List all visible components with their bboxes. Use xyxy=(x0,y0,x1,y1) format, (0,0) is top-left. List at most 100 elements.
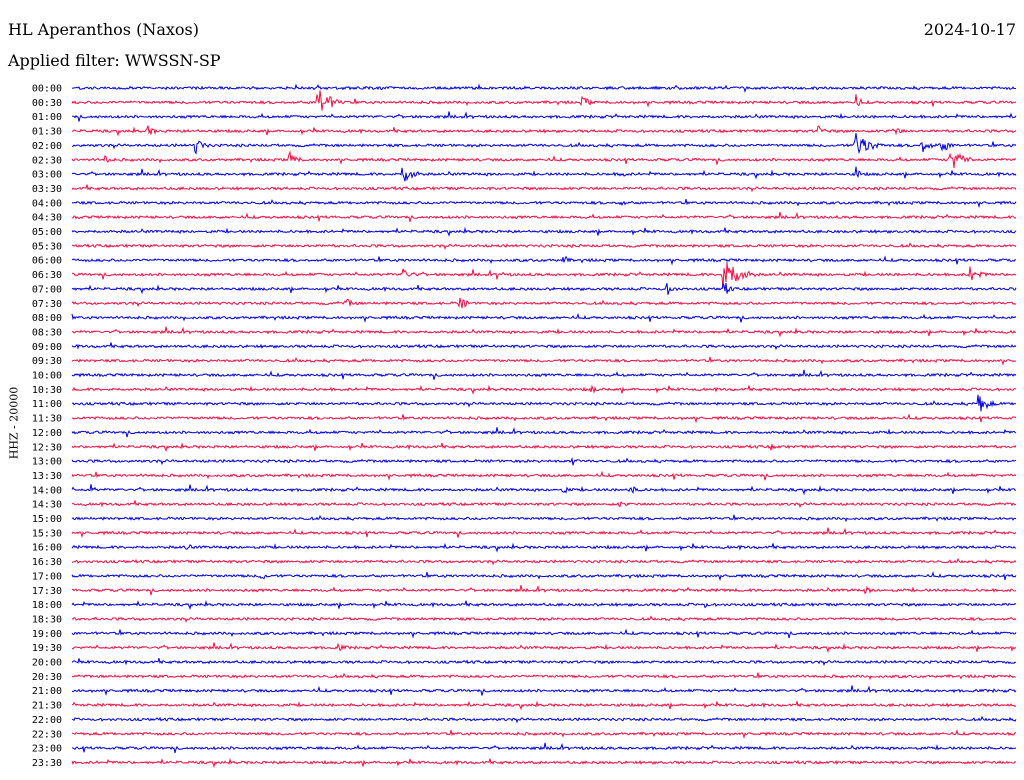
trace-1930 xyxy=(71,642,1017,654)
trace-1630 xyxy=(71,557,1017,566)
time-tick-label: 20:30 xyxy=(32,672,62,683)
time-tick-label: 18:00 xyxy=(32,600,62,611)
trace-1730 xyxy=(71,584,1017,596)
trace-2000 xyxy=(71,658,1017,666)
trace-0230 xyxy=(71,150,1017,169)
trace-0800 xyxy=(71,312,1017,323)
trace-1430 xyxy=(71,500,1017,509)
trace-2230 xyxy=(71,728,1017,740)
time-tick-label: 19:30 xyxy=(32,643,62,654)
time-tick-label: 15:30 xyxy=(32,528,62,539)
time-tick-label: 01:00 xyxy=(32,112,62,123)
trace-1100 xyxy=(71,394,1017,412)
time-tick-label: 00:30 xyxy=(32,98,62,109)
trace-0830 xyxy=(71,326,1017,338)
trace-1830 xyxy=(71,615,1017,623)
time-tick-label: 07:30 xyxy=(32,299,62,310)
trace-1300 xyxy=(71,456,1017,466)
time-tick-label: 18:30 xyxy=(32,614,62,625)
time-tick-label: 06:30 xyxy=(32,270,62,281)
time-tick-label: 06:00 xyxy=(32,256,62,267)
time-tick-label: 13:00 xyxy=(32,457,62,468)
trace-0430 xyxy=(71,211,1017,223)
time-tick-label: 14:00 xyxy=(32,485,62,496)
time-tick-label: 05:30 xyxy=(32,241,62,252)
trace-0200 xyxy=(71,133,1017,155)
time-tick-label: 16:00 xyxy=(32,543,62,554)
trace-0700 xyxy=(71,282,1017,295)
trace-1500 xyxy=(71,514,1017,523)
trace-0630 xyxy=(71,262,1017,289)
time-tick-label: 17:30 xyxy=(32,586,62,597)
trace-0900 xyxy=(71,342,1017,351)
time-tick-label: 03:30 xyxy=(32,184,62,195)
time-tick-label: 12:30 xyxy=(32,442,62,453)
time-tick-label: 04:00 xyxy=(32,198,62,209)
trace-0000 xyxy=(71,83,1017,93)
trace-2130 xyxy=(71,700,1017,711)
time-tick-label: 04:30 xyxy=(32,213,62,224)
time-tick-label: 08:30 xyxy=(32,327,62,338)
time-tick-label: 20:00 xyxy=(32,658,62,669)
time-tick-label: 09:30 xyxy=(32,356,62,367)
trace-2100 xyxy=(71,685,1017,696)
time-tick-label: 00:00 xyxy=(32,84,62,95)
trace-1030 xyxy=(71,384,1017,395)
trace-1530 xyxy=(71,527,1017,539)
time-tick-label: 11:00 xyxy=(32,399,62,410)
trace-1400 xyxy=(71,484,1017,496)
trace-1700 xyxy=(71,571,1017,582)
time-tick-label: 16:30 xyxy=(32,557,62,568)
trace-0600 xyxy=(71,255,1017,266)
trace-1200 xyxy=(71,427,1017,438)
trace-2300 xyxy=(71,742,1017,753)
trace-0500 xyxy=(71,226,1017,237)
time-tick-label: 17:00 xyxy=(32,571,62,582)
trace-0100 xyxy=(71,111,1017,122)
time-tick-label: 11:30 xyxy=(32,414,62,425)
time-tick-label: 21:00 xyxy=(32,686,62,697)
time-tick-label: 01:30 xyxy=(32,127,62,138)
trace-1000 xyxy=(71,369,1017,380)
time-tick-label: 22:00 xyxy=(32,715,62,726)
time-tick-label: 13:30 xyxy=(32,471,62,482)
trace-2200 xyxy=(71,715,1017,724)
time-tick-label: 22:30 xyxy=(32,729,62,740)
time-tick-label: 12:00 xyxy=(32,428,62,439)
time-tick-label: 23:00 xyxy=(32,744,62,755)
station-title: HL Aperanthos (Naxos) xyxy=(8,20,199,39)
trace-0330 xyxy=(71,184,1017,193)
time-tick-label: 19:00 xyxy=(32,629,62,640)
trace-0930 xyxy=(71,356,1017,366)
trace-2030 xyxy=(71,672,1017,681)
time-tick-label: 14:30 xyxy=(32,500,62,511)
trace-0730 xyxy=(71,297,1017,309)
date-label: 2024-10-17 xyxy=(923,20,1016,39)
trace-1800 xyxy=(71,599,1017,610)
trace-1130 xyxy=(71,413,1017,424)
time-tick-label: 03:00 xyxy=(32,170,62,181)
time-tick-label: 10:00 xyxy=(32,371,62,382)
time-tick-label: 07:00 xyxy=(32,284,62,295)
time-tick-label: 15:00 xyxy=(32,514,62,525)
time-tick-label: 10:30 xyxy=(32,385,62,396)
trace-2330 xyxy=(71,757,1017,768)
time-tick-label: 02:30 xyxy=(32,155,62,166)
filter-label: Applied filter: WWSSN-SP xyxy=(8,51,221,70)
trace-1230 xyxy=(71,442,1017,453)
time-tick-label: 02:00 xyxy=(32,141,62,152)
time-tick-label: 05:00 xyxy=(32,227,62,238)
time-tick-label: 08:00 xyxy=(32,313,62,324)
trace-1900 xyxy=(71,628,1017,639)
trace-0300 xyxy=(71,166,1017,182)
time-tick-label: 23:30 xyxy=(32,758,62,769)
trace-0030 xyxy=(71,90,1017,111)
time-tick-label: 09:00 xyxy=(32,342,62,353)
trace-0530 xyxy=(71,242,1017,250)
trace-1600 xyxy=(71,542,1017,553)
trace-1330 xyxy=(71,470,1017,481)
time-tick-label: 21:30 xyxy=(32,701,62,712)
trace-0130 xyxy=(71,125,1017,137)
trace-0400 xyxy=(71,198,1017,209)
